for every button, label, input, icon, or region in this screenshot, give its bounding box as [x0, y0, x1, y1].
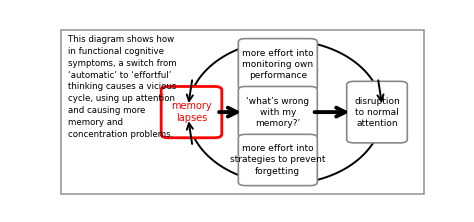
Text: disruption
to normal
attention: disruption to normal attention	[354, 97, 400, 128]
Text: ‘what’s wrong
with my
memory?’: ‘what’s wrong with my memory?’	[246, 97, 310, 128]
Text: more effort into
strategies to prevent
forgetting: more effort into strategies to prevent f…	[230, 144, 326, 176]
FancyBboxPatch shape	[238, 134, 317, 186]
FancyBboxPatch shape	[61, 30, 424, 194]
FancyBboxPatch shape	[161, 87, 222, 138]
FancyBboxPatch shape	[238, 39, 317, 90]
FancyBboxPatch shape	[238, 87, 317, 138]
Text: This diagram shows how
in functional cognitive
symptoms, a switch from
‘automati: This diagram shows how in functional cog…	[68, 35, 177, 139]
Text: more effort into
monitoring own
performance: more effort into monitoring own performa…	[242, 49, 314, 80]
FancyBboxPatch shape	[346, 81, 407, 143]
Text: memory
lapses: memory lapses	[171, 101, 212, 123]
